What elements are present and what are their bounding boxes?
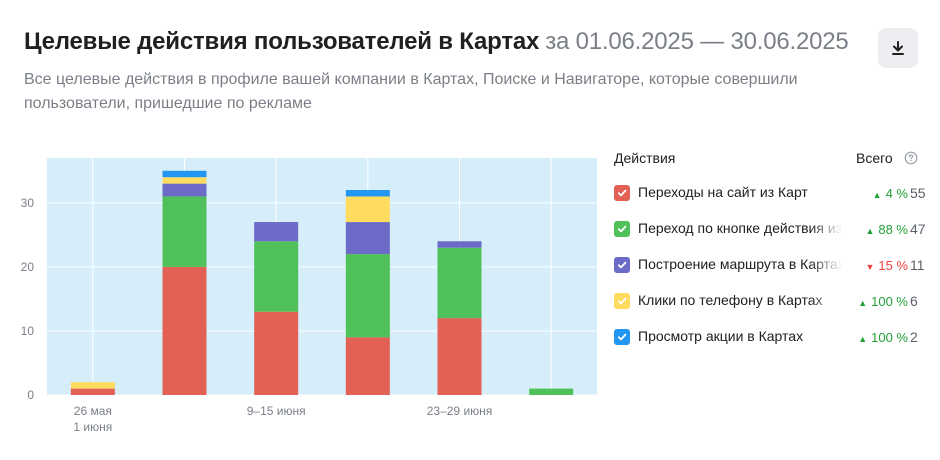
bar-segment [345, 254, 390, 338]
checkmark-icon [617, 333, 627, 341]
label-fade [810, 218, 850, 240]
legend-checkbox[interactable] [614, 257, 630, 273]
legend-header: Действия Всего [614, 150, 920, 170]
page-subtitle: Все целевые действия в профиле вашей ком… [24, 71, 798, 112]
y-tick-label: 30 [21, 196, 35, 210]
bar-segment [162, 266, 207, 395]
legend-item-trend-value: 100 % [871, 294, 908, 309]
bar-segment [70, 388, 115, 395]
triangle-up-icon: ▲ [872, 190, 882, 200]
label-fade [810, 290, 850, 312]
bar-segment [529, 388, 574, 395]
y-tick-label: 20 [21, 260, 35, 274]
y-tick-label: 10 [21, 324, 35, 338]
bar-segment [254, 222, 299, 242]
bar-segment [345, 337, 390, 395]
bar-segment [345, 190, 390, 197]
legend-checkbox[interactable] [614, 185, 630, 201]
download-icon [892, 41, 904, 55]
checkmark-icon [617, 189, 627, 197]
legend-item-total: 11 [910, 257, 925, 273]
checkmark-icon [617, 261, 627, 269]
legend-item-total: 47 [910, 221, 926, 237]
stacked-bar-chart: 0 10 20 30 26 мая 1 июня 9–15 июня 23–29 июня [21, 158, 597, 434]
bar-segment [437, 318, 482, 395]
bar-segment [345, 222, 390, 255]
bar-segment [162, 196, 207, 267]
legend-item-label: Переходы на сайт из Карт [638, 184, 808, 200]
triangle-up-icon: ▲ [865, 226, 875, 236]
legend-list: Переходы на сайт из Карт ▲ 4 % 55 Переход по… [614, 176, 926, 356]
x-tick-label: 9–15 июня [247, 404, 306, 418]
legend-header-total: Всего [856, 150, 893, 166]
legend-item-trend: ▲ 100 % [852, 294, 908, 309]
legend-checkbox[interactable] [614, 329, 630, 345]
triangle-down-icon: ▼ [865, 262, 875, 272]
legend-item-trend: ▼ 15 % [852, 258, 908, 273]
bar-segment [437, 241, 482, 248]
page-title: Целевые действия пользователей в Картах з… [24, 28, 849, 56]
label-fade [810, 326, 850, 348]
download-button[interactable] [878, 28, 918, 68]
legend-item[interactable]: Переход по кнопке действия из Карт ▲88 %4… [614, 212, 926, 248]
legend-item-trend-value: 15 % [878, 258, 908, 273]
legend-checkbox[interactable] [614, 293, 630, 309]
label-fade [810, 254, 850, 276]
legend-item-label: Клики по телефону в Картах [638, 292, 823, 308]
label-fade [810, 182, 850, 204]
legend-checkbox[interactable] [614, 221, 630, 237]
legend-item-trend-value: 88 % [878, 222, 908, 237]
y-tick-label: 0 [27, 388, 34, 402]
bar-segment [70, 382, 115, 389]
x-tick-label: 1 июня [73, 420, 112, 434]
plot-background [47, 158, 597, 395]
legend-item[interactable]: Переходы на сайт из Карт ▲ 4 % 55 [614, 176, 926, 212]
legend-item-label: Построение маршрута в Картах [638, 256, 845, 272]
question-circle-icon[interactable] [904, 151, 918, 165]
legend-item-trend: ▲ 88 % [852, 222, 908, 237]
checkmark-icon [617, 297, 627, 305]
x-tick-label: 23–29 июня [427, 404, 493, 418]
legend-item-total: 55 [910, 185, 926, 201]
legend-item-label: Просмотр акции в Картах [638, 328, 804, 344]
legend-item[interactable]: Просмотр акции в Картах ▲ 100 % 2 [614, 320, 924, 356]
bar-segment [254, 241, 299, 312]
legend-item-trend-value: 4 % [885, 186, 908, 201]
legend-item-trend: ▲ 4 % [852, 186, 908, 201]
bar-segment [162, 170, 207, 178]
x-tick-label: 26 мая [74, 404, 112, 418]
legend-item-total: 2 [910, 329, 918, 345]
triangle-up-icon: ▲ [858, 298, 868, 308]
legend-item-trend-value: 100 % [871, 330, 908, 345]
period-text: за 01.06.2025 — 30.06.2025 [545, 28, 849, 55]
bar-segment [345, 196, 390, 223]
legend-item-label: Переход по кнопке действия из Карт [638, 220, 846, 236]
triangle-up-icon: ▲ [858, 334, 868, 344]
legend-item[interactable]: Клики по телефону в Картах ▲ 100 % 6 [614, 284, 924, 320]
bar-segment [254, 311, 299, 395]
bar-segment [162, 177, 207, 184]
checkmark-icon [617, 225, 627, 233]
legend-item[interactable]: Построение маршрута в Картах ▼ 15 % 11 [614, 248, 925, 284]
legend-header-actions: Действия [614, 150, 676, 166]
bar-segment [162, 183, 207, 197]
title-text: Целевые действия пользователей в Картах [24, 28, 540, 55]
legend-item-total: 6 [910, 293, 918, 309]
bar-segment [437, 247, 482, 319]
legend-item-trend: ▲ 100 % [852, 330, 908, 345]
